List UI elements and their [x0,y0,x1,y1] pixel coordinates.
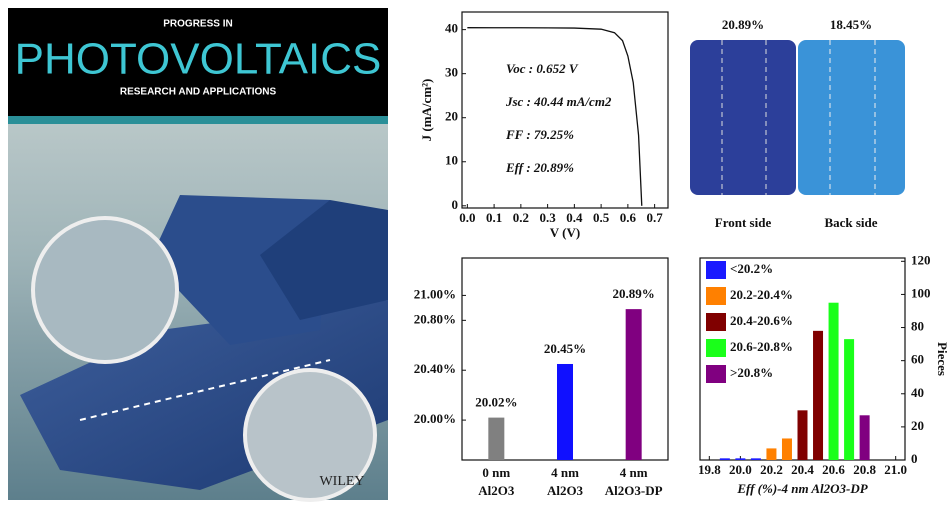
legend-label: >20.8% [730,365,773,380]
front-cell [690,40,796,195]
bar [751,458,761,460]
value-label: 20.02% [475,395,517,410]
bar [735,458,745,460]
x-tick-label: 0.4 [566,210,583,225]
cell-photo: 20.89% 18.45% Front side Back side [690,17,905,230]
cover-subtitle: RESEARCH AND APPLICATIONS [120,87,277,98]
x-tick-label: 19.8 [698,462,721,477]
legend-label: 20.4-20.6% [730,313,793,328]
x-tick-label: 0.5 [593,210,610,225]
bar [844,339,854,460]
value-label: 20.89% [613,286,655,301]
photo-label: 18.45% [830,17,872,32]
legend-label: <20.2% [730,261,773,276]
bar [557,364,573,460]
legend-swatch [706,313,726,331]
y2-tick-label: 60 [911,352,924,367]
x-tick-label: 0.3 [539,210,556,225]
photo-caption: Front side [715,215,772,230]
y-tick-label: 10 [445,153,458,168]
y-tick-label: 40 [445,21,458,36]
bar [782,438,792,460]
x-tick-label: 0.6 [620,210,637,225]
x-axis-label: V (V) [550,225,580,240]
legend-swatch [706,365,726,383]
legend-swatch [706,339,726,357]
x-tick-label: Al2O3-DP [605,483,663,498]
photo-caption: Back side [824,215,877,230]
bar [829,303,839,460]
value-label: 20.45% [544,341,586,356]
x-tick-label: 0.1 [486,210,502,225]
y-tick-label: 20 [445,109,458,124]
annotation: FF : 79.25% [505,127,574,142]
annotation: Eff : 20.89% [505,160,574,175]
inset-circle [33,218,177,362]
x-tick-label: 20.2 [760,462,783,477]
y-tick-label: 30 [445,65,458,80]
y-axis-label: Pieces [935,342,947,376]
legend-label: 20.6-20.8% [730,339,793,354]
x-tick-label: 0 nm [482,465,510,480]
plot-frame [462,12,668,208]
photo-label: 20.89% [722,17,764,32]
cover-title: PHOTOVOLTAICS [15,35,382,84]
jv-curve [467,28,641,206]
y2-tick-label: 120 [911,252,931,267]
y-tick-label: 0 [452,197,459,212]
y2-tick-label: 20 [911,418,924,433]
y2-tick-label: 0 [911,451,918,466]
legend-label: 20.2-20.4% [730,287,793,302]
cover-publisher: WILEY [319,474,364,489]
y-tick-label: 21.00% [414,286,456,301]
bar [626,309,642,460]
x-tick-label: 4 nm [551,465,579,480]
x-tick-label: 20.6 [822,462,845,477]
legend-swatch [706,261,726,279]
x-tick-label: 20.8 [853,462,876,477]
bar [488,418,504,460]
x-tick-label: 4 nm [620,465,648,480]
x-tick-label: 20.0 [729,462,752,477]
cover: PROGRESS IN PHOTOVOLTAICS RESEARCH AND A… [8,8,388,500]
y-axis-label: J (mA/cm²) [419,79,434,142]
x-tick-label: 21.0 [884,462,907,477]
annotation: Voc : 0.652 V [506,61,579,76]
bar [720,458,730,460]
y2-tick-label: 100 [911,285,931,300]
y2-tick-label: 80 [911,319,924,334]
bar [766,448,776,460]
cover-strip [8,116,388,124]
y-tick-label: 20.40% [414,361,456,376]
bar [860,415,870,460]
y2-tick-label: 40 [911,385,924,400]
x-tick-label: 0.0 [459,210,475,225]
figure: PROGRESS IN PHOTOVOLTAICS RESEARCH AND A… [0,0,947,517]
page: { "cover": { "kicker": "PROGRESS IN", "t… [0,0,947,517]
bar [813,331,823,460]
legend-swatch [706,287,726,305]
x-tick-label: 0.7 [646,210,663,225]
bar [798,410,808,460]
y-tick-label: 20.80% [414,311,456,326]
x-tick-label: Al2O3 [547,483,584,498]
x-tick-label: 0.2 [513,210,529,225]
cover-kicker: PROGRESS IN [163,19,232,30]
y-tick-label: 20.00% [414,411,456,426]
x-tick-label: Al2O3 [478,483,515,498]
annotation: Jsc : 40.44 mA/cm2 [505,94,612,109]
x-tick-label: 20.4 [791,462,814,477]
x-axis-label: Eff (%)-4 nm Al2O3-DP [736,481,868,496]
back-cell [798,40,905,195]
